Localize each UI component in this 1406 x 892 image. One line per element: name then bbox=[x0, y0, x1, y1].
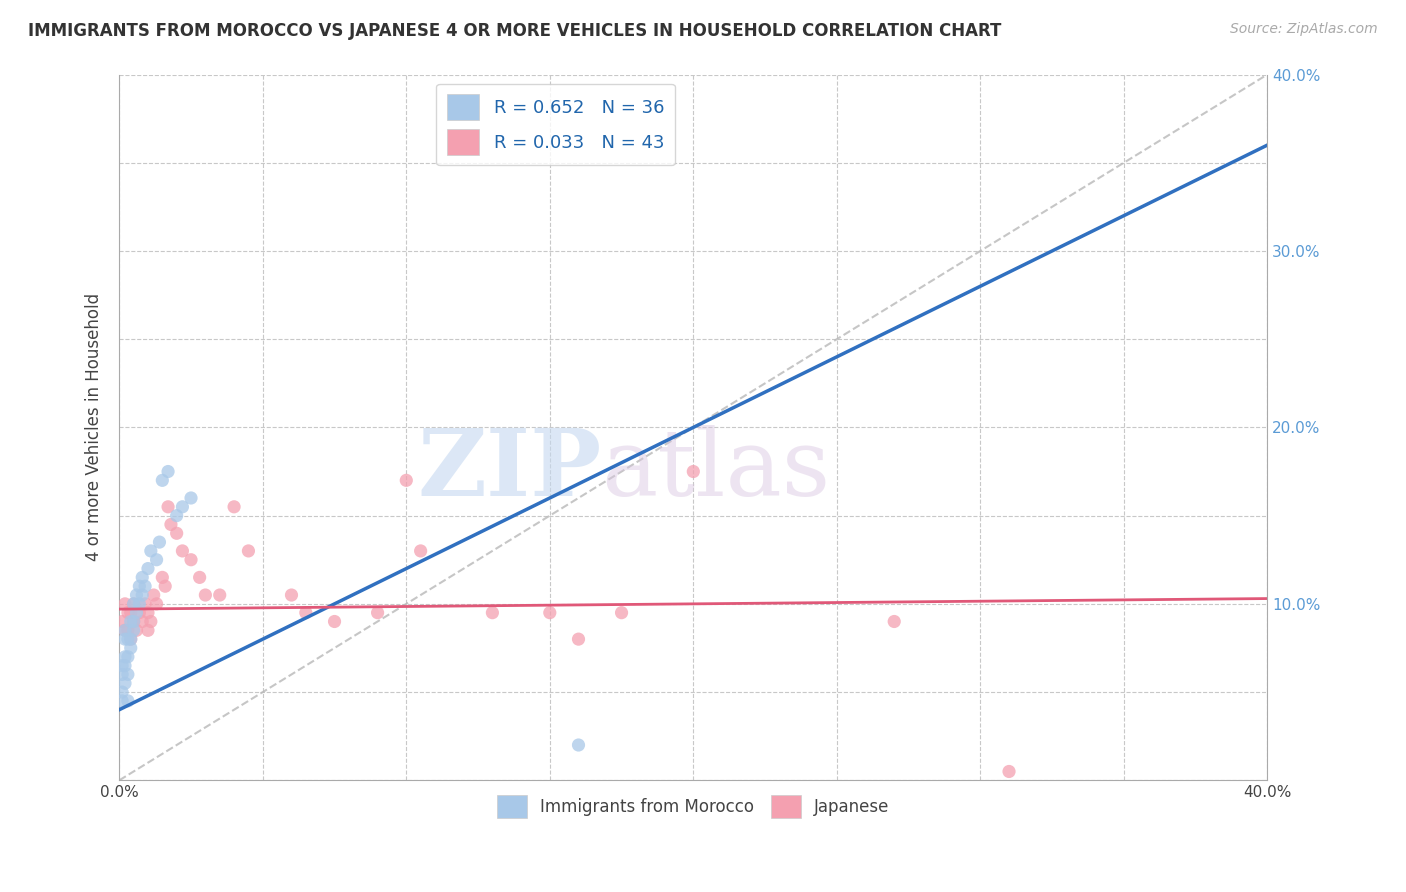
Point bbox=[180, 491, 202, 505]
Point bbox=[682, 465, 704, 479]
Point bbox=[280, 588, 302, 602]
Point bbox=[134, 597, 156, 611]
Point bbox=[153, 579, 176, 593]
Text: ZIP: ZIP bbox=[418, 425, 602, 515]
Point bbox=[172, 500, 194, 514]
Point bbox=[142, 588, 165, 602]
Y-axis label: 4 or more Vehicles in Household: 4 or more Vehicles in Household bbox=[86, 293, 103, 561]
Point bbox=[188, 570, 211, 584]
Point bbox=[117, 632, 139, 647]
Point bbox=[166, 508, 188, 523]
Point bbox=[136, 606, 159, 620]
Point bbox=[117, 624, 139, 638]
Point bbox=[194, 588, 217, 602]
Point bbox=[117, 606, 139, 620]
Point bbox=[120, 640, 142, 655]
Point bbox=[222, 500, 245, 514]
Point bbox=[409, 544, 432, 558]
Point bbox=[125, 588, 148, 602]
Point bbox=[148, 535, 170, 549]
Point bbox=[120, 606, 142, 620]
Point bbox=[367, 606, 389, 620]
Point bbox=[114, 676, 136, 690]
Point bbox=[139, 544, 162, 558]
Point bbox=[122, 597, 145, 611]
Point bbox=[883, 615, 905, 629]
Point bbox=[122, 597, 145, 611]
Point bbox=[998, 764, 1021, 779]
Point bbox=[125, 624, 148, 638]
Point bbox=[172, 544, 194, 558]
Point bbox=[114, 658, 136, 673]
Point bbox=[114, 597, 136, 611]
Point bbox=[122, 615, 145, 629]
Point bbox=[111, 685, 134, 699]
Point bbox=[610, 606, 633, 620]
Point bbox=[114, 649, 136, 664]
Point bbox=[128, 579, 150, 593]
Point bbox=[157, 465, 180, 479]
Text: Source: ZipAtlas.com: Source: ZipAtlas.com bbox=[1230, 22, 1378, 37]
Point bbox=[117, 649, 139, 664]
Point bbox=[395, 474, 418, 488]
Point bbox=[131, 588, 153, 602]
Point bbox=[111, 667, 134, 681]
Point bbox=[120, 632, 142, 647]
Point bbox=[323, 615, 346, 629]
Point bbox=[128, 597, 150, 611]
Legend: Immigrants from Morocco, Japanese: Immigrants from Morocco, Japanese bbox=[491, 788, 897, 825]
Point bbox=[111, 658, 134, 673]
Point bbox=[157, 500, 180, 514]
Point bbox=[131, 615, 153, 629]
Point bbox=[538, 606, 561, 620]
Point bbox=[128, 606, 150, 620]
Point bbox=[111, 615, 134, 629]
Point bbox=[117, 667, 139, 681]
Point bbox=[145, 597, 167, 611]
Point bbox=[238, 544, 260, 558]
Point bbox=[208, 588, 231, 602]
Point bbox=[481, 606, 503, 620]
Point bbox=[150, 474, 173, 488]
Point bbox=[166, 526, 188, 541]
Text: atlas: atlas bbox=[602, 425, 831, 515]
Point bbox=[125, 606, 148, 620]
Point bbox=[567, 738, 589, 752]
Point bbox=[114, 624, 136, 638]
Point bbox=[136, 624, 159, 638]
Point bbox=[136, 561, 159, 575]
Point bbox=[120, 615, 142, 629]
Point bbox=[134, 579, 156, 593]
Point bbox=[122, 615, 145, 629]
Point bbox=[114, 632, 136, 647]
Point bbox=[131, 570, 153, 584]
Point bbox=[567, 632, 589, 647]
Point bbox=[150, 570, 173, 584]
Point bbox=[139, 615, 162, 629]
Point bbox=[120, 632, 142, 647]
Point bbox=[145, 553, 167, 567]
Point bbox=[122, 624, 145, 638]
Point bbox=[114, 624, 136, 638]
Point bbox=[117, 694, 139, 708]
Point bbox=[111, 694, 134, 708]
Point bbox=[160, 517, 183, 532]
Text: IMMIGRANTS FROM MOROCCO VS JAPANESE 4 OR MORE VEHICLES IN HOUSEHOLD CORRELATION : IMMIGRANTS FROM MOROCCO VS JAPANESE 4 OR… bbox=[28, 22, 1001, 40]
Point bbox=[180, 553, 202, 567]
Point bbox=[295, 606, 318, 620]
